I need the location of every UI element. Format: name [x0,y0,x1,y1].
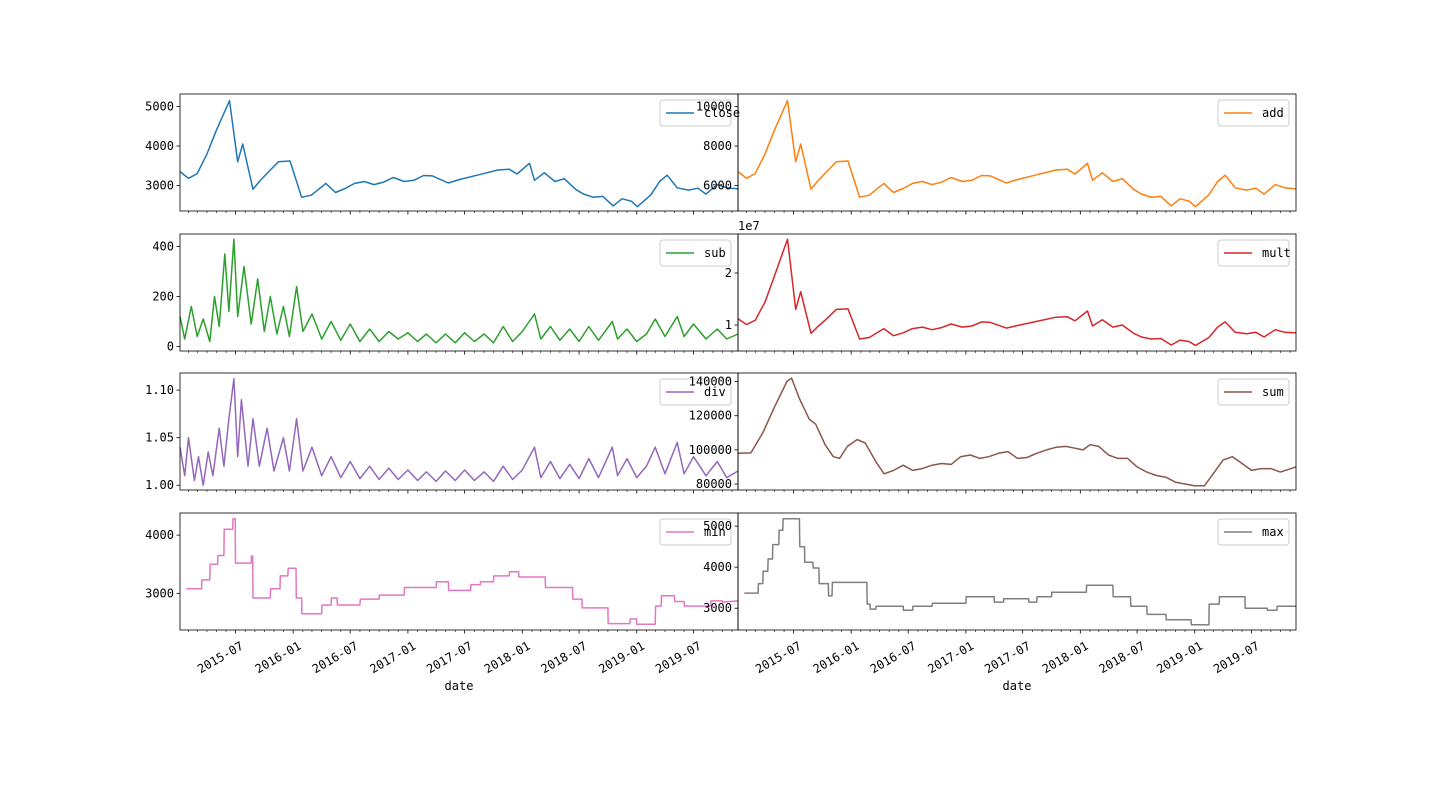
series-line-min [186,518,739,625]
legend-label-add: add [1262,106,1284,120]
axes-frame-close [179,93,739,212]
y-tick-label-sum: 140000 [689,375,732,389]
x-tick-label-max: 2019-01 [1154,639,1205,676]
subplot-div: 1.00 1.05 1.10 div [145,372,739,494]
x-tick-label-max: 2019-07 [1211,639,1262,676]
legend-label-sum: sum [1262,385,1284,399]
x-tick-label-max: 2015-07 [753,639,804,676]
x-tick-label-max: 2016-07 [868,639,919,676]
series-line-sum [737,377,1297,487]
x-tick-label-min: 2016-01 [253,639,304,676]
series-line-max [744,517,1296,626]
y-tick-label-sum: 80000 [696,477,732,491]
subplot-close: 3000 4000 5000 close [145,93,740,215]
y-offset-text-mult: 1e7 [738,219,760,233]
legend-box-min [659,518,732,546]
legend-box-add [1217,99,1290,127]
legend-box-div [659,378,732,406]
x-tick-label-min: 2018-01 [482,639,533,676]
x-tick-label-max: 2018-07 [1097,639,1148,676]
x-axis-label-max: date [1003,679,1032,693]
subplot-add: 6000 8000 10000 add [696,93,1297,215]
x-tick-label-min: 2018-07 [539,639,590,676]
x-tick-label-max: 2018-01 [1040,639,1091,676]
y-tick-label-max: 5000 [703,519,732,533]
subplot-mult: 1 2 1e7 mult [725,219,1297,355]
legend-box-sum [1217,378,1290,406]
x-tick-label-min: 2015-07 [195,639,246,676]
axes-frame-add [737,93,1297,212]
y-tick-label-max: 4000 [703,560,732,574]
subplot-sub: 0 200 400 sub [152,233,739,355]
legend-label-div: div [704,385,726,399]
y-tick-label-div: 1.05 [145,431,174,445]
x-tick-label-min: 2019-01 [596,639,647,676]
legend-box-sub [659,239,732,267]
subplot-max: 3000 4000 5000 2015-07 2016-01 2016-07 2017-01… [703,512,1297,693]
x-tick-label-max: 2017-07 [982,639,1033,676]
y-tick-label-min: 3000 [145,586,174,600]
series-line-div [179,377,739,486]
series-line-add [737,99,1297,208]
x-tick-label-min: 2017-07 [424,639,475,676]
axes-frame-mult [737,233,1297,352]
axes-frame-min [179,512,739,631]
axes-frame-div [179,372,739,491]
legend-box-mult [1217,239,1290,267]
axes-frame-sub [179,233,739,352]
x-tick-label-min: 2017-01 [367,639,418,676]
series-line-mult [737,238,1297,347]
legend-label-mult: mult [1262,246,1291,260]
y-tick-label-max: 3000 [703,601,732,615]
y-tick-label-close: 3000 [145,178,174,192]
y-tick-label-sub: 0 [167,340,174,354]
series-line-close [179,99,739,208]
x-axis-label-min: date [445,679,474,693]
axes-frame-sum [737,372,1297,491]
y-tick-label-close: 4000 [145,139,174,153]
y-tick-label-sub: 200 [152,290,174,304]
y-tick-label-add: 8000 [703,139,732,153]
y-tick-label-sub: 400 [152,240,174,254]
y-tick-label-div: 1.10 [145,383,174,397]
x-tick-label-min: 2019-07 [653,639,704,676]
subplot-min: 3000 4000 2015-07 2016-01 2016-07 2017-01 2017… [145,512,739,693]
y-tick-label-close: 5000 [145,100,174,114]
legend-box-max [1217,518,1290,546]
x-tick-label-min: 2016-07 [310,639,361,676]
legend-label-min: min [704,525,726,539]
legend-label-sub: sub [704,246,726,260]
y-tick-label-mult: 2 [725,266,732,280]
x-tick-label-max: 2016-01 [811,639,862,676]
y-tick-label-sum: 120000 [689,409,732,423]
legend-box-close [659,99,732,127]
y-tick-label-mult: 1 [725,318,732,332]
subplot-sum: 80000 100000 120000 140000 sum [689,372,1297,494]
legend-label-max: max [1262,525,1284,539]
axes-frame-max [737,512,1297,631]
y-tick-label-add: 6000 [703,178,732,192]
series-line-sub [179,238,739,344]
y-tick-label-sum: 100000 [689,443,732,457]
y-tick-label-div: 1.00 [145,478,174,492]
legend-label-close: close [704,106,740,120]
y-tick-label-min: 4000 [145,528,174,542]
y-tick-label-add: 10000 [696,100,732,114]
x-tick-label-max: 2017-01 [925,639,976,676]
